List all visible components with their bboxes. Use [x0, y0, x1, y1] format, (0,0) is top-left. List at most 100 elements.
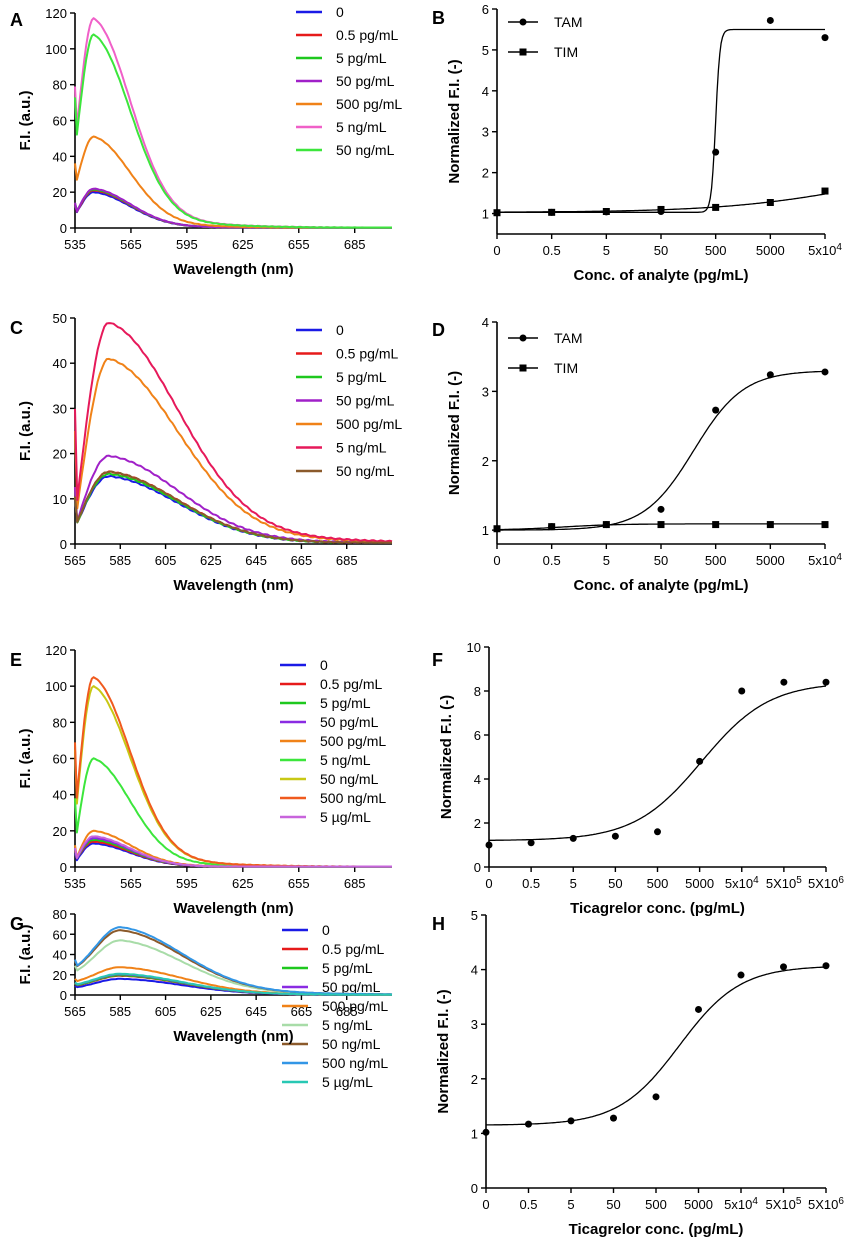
x-tick-label: 655 — [288, 237, 310, 252]
y-tick-label: 60 — [53, 114, 67, 129]
x-tick-label: 605 — [155, 1004, 177, 1019]
x-axis-label: Ticagrelor conc. (pg/mL) — [570, 900, 745, 917]
legend-label: 0.5 pg/mL — [336, 346, 398, 362]
x-tick-label: 5 — [567, 1197, 574, 1212]
legend-label: 50 ng/mL — [320, 771, 379, 787]
x-tick-label: 5000 — [684, 1197, 713, 1212]
x-tick-label: 50 — [654, 553, 668, 568]
x-axis-label: Conc. of analyte (pg/mL) — [573, 267, 748, 284]
y-tick-label: 0 — [60, 537, 67, 552]
y-tick-label: 0 — [474, 860, 481, 875]
fit-curve — [497, 28, 825, 213]
data-point — [485, 841, 493, 849]
y-tick-label: 30 — [53, 401, 67, 416]
series-curve — [74, 33, 392, 229]
data-point — [654, 828, 661, 836]
y-tick-label: 10 — [467, 640, 481, 655]
x-tick-label: 595 — [176, 237, 198, 252]
x-tick-label: 565 — [120, 237, 142, 252]
data-point — [652, 1093, 660, 1101]
x-tick-label: 585 — [109, 553, 131, 568]
panel-d: D 1 2 3 4 0 0.5 5 50 500 5000 5x104 TAM TIM Conc. of a… — [432, 315, 842, 594]
x-tick-label: 5 — [603, 243, 610, 258]
data-point — [821, 34, 829, 42]
data-point — [569, 834, 577, 842]
x-tick-label: 0 — [493, 553, 500, 568]
y-tick-label: 80 — [53, 78, 67, 93]
y-tick-label: 20 — [53, 447, 67, 462]
data-point — [780, 963, 787, 971]
panel-f: F 0 2 4 6 8 10 0 0.5 5 50 500 5000 5x104 5X105 5X106 Tic… — [432, 640, 844, 917]
series-curve — [74, 188, 392, 229]
data-point — [610, 1114, 617, 1122]
y-tick-label: 8 — [474, 684, 481, 699]
y-tick-label: 80 — [53, 715, 67, 730]
y-tick-label: 2 — [471, 1072, 478, 1087]
y-tick-label: 6 — [482, 2, 489, 17]
data-point — [696, 757, 704, 765]
x-tick-label: 625 — [200, 1004, 222, 1019]
data-point — [766, 371, 774, 379]
data-point — [712, 148, 720, 156]
x-tick-label: 5X106 — [808, 1196, 844, 1212]
panel-label: C — [10, 318, 23, 338]
data-point — [821, 368, 829, 376]
legend-label: 0 — [336, 4, 344, 20]
data-point — [766, 521, 774, 529]
series-curve — [74, 322, 393, 543]
x-tick-label: 5 — [570, 876, 577, 891]
x-tick-label: 535 — [64, 876, 86, 891]
legend-label: 500 ng/mL — [322, 1055, 388, 1071]
y-tick-label: 20 — [53, 824, 67, 839]
legend-label: 0.5 pg/mL — [336, 27, 398, 43]
legend-label: 0.5 pg/mL — [322, 941, 384, 957]
y-axis-label: Normalized F.I. (-) — [446, 59, 463, 183]
x-tick-label: 685 — [344, 237, 366, 252]
x-tick-label: 685 — [336, 1004, 358, 1019]
data-point — [657, 505, 665, 513]
data-point — [712, 203, 720, 211]
y-tick-label: 4 — [482, 84, 489, 99]
data-point — [821, 187, 829, 195]
data-point — [695, 1005, 702, 1013]
x-tick-label: 625 — [200, 553, 222, 568]
x-tick-label: 0.5 — [519, 1197, 537, 1212]
x-tick-label: 0.5 — [543, 243, 561, 258]
series-curve — [74, 470, 392, 544]
y-tick-label: 10 — [53, 492, 67, 507]
x-tick-label: 50 — [606, 1197, 620, 1212]
x-tick-label: 565 — [64, 1004, 86, 1019]
x-tick-label: 50 — [608, 876, 622, 891]
x-tick-label: 5x104 — [724, 1196, 758, 1212]
data-point — [602, 208, 610, 215]
legend-label: 500 pg/mL — [322, 998, 388, 1014]
legend-label: 500 ng/mL — [320, 790, 386, 806]
y-tick-label: 2 — [482, 166, 489, 181]
x-tick-label: 5x104 — [808, 552, 842, 568]
y-tick-label: 60 — [53, 752, 67, 767]
x-tick-label: 685 — [344, 876, 366, 891]
x-tick-label: 500 — [645, 1197, 667, 1212]
data-point — [602, 521, 610, 529]
y-tick-label: 3 — [482, 384, 489, 399]
y-tick-label: 4 — [482, 315, 489, 330]
x-tick-label: 50 — [654, 243, 668, 258]
y-tick-label: 20 — [53, 185, 67, 200]
data-point — [611, 832, 619, 840]
fit-curve — [489, 685, 827, 841]
y-tick-label: 4 — [471, 963, 478, 978]
y-tick-label: 5 — [471, 908, 478, 923]
y-tick-label: 3 — [482, 125, 489, 140]
y-axis-label: F.I. (a.u.) — [17, 924, 34, 984]
legend-label: 50 ng/mL — [336, 142, 395, 158]
legend-label: 5 pg/mL — [336, 369, 387, 385]
y-tick-label: 100 — [45, 42, 67, 57]
y-axis-label: Normalized F.I. (-) — [446, 371, 463, 495]
legend-marker — [519, 334, 527, 342]
y-axis-label: F.I. (a.u.) — [17, 728, 34, 788]
panel-label: D — [432, 320, 445, 340]
data-point — [766, 199, 774, 206]
legend-label: 5 ng/mL — [336, 440, 387, 456]
panel-e: E 0 20 40 60 80 100 120 535 565 595 625 655 685 0 0.5 p… — [10, 643, 392, 917]
